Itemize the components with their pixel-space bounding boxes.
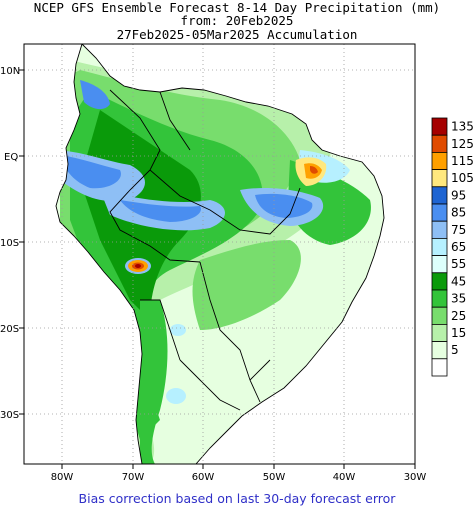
map-frame	[23, 43, 416, 465]
legend-label: 125	[451, 137, 474, 151]
legend-label: 25	[451, 309, 466, 323]
legend-swatch	[431, 289, 448, 308]
legend-swatch	[431, 203, 448, 222]
lat-label: 10S	[0, 238, 19, 249]
legend-swatch	[431, 255, 448, 274]
lat-label: 30S	[0, 410, 19, 421]
coastlines	[55, 44, 385, 464]
legend-label: 55	[451, 257, 466, 271]
lon-label: 60W	[192, 472, 215, 483]
lat-label: 20S	[0, 324, 19, 335]
lon-label: 40W	[333, 472, 356, 483]
legend-label: 75	[451, 223, 466, 237]
precip-legend: 135 125 115 105 95 85 75 65 55 45 35 25 15 5	[431, 117, 474, 377]
legend-swatch	[431, 237, 448, 256]
precipitation-map: 10N EQ 10S 20S 30S 80W 70W 60W 50W 40W 3…	[0, 43, 474, 483]
legend-label: 45	[451, 274, 466, 288]
legend-label: 65	[451, 240, 466, 254]
legend-swatch	[431, 186, 448, 205]
title-line-1: NCEP GFS Ensemble Forecast 8-14 Day Prec…	[33, 0, 441, 15]
lon-label: 30W	[404, 472, 427, 483]
legend-swatch	[431, 169, 448, 188]
lat-label: EQ	[4, 152, 18, 163]
bias-correction-note: Bias correction based on last 30-day for…	[78, 491, 396, 506]
legend-label: 115	[451, 154, 474, 168]
legend-swatch	[431, 134, 448, 153]
lon-label: 50W	[263, 472, 286, 483]
lon-label: 80W	[51, 472, 74, 483]
title-line-3: 27Feb2025-05Mar2025 Accumulation	[116, 27, 358, 42]
legend-swatch	[431, 306, 448, 325]
lat-label: 10N	[0, 66, 20, 77]
title-line-2: from: 20Feb2025	[180, 13, 294, 28]
legend-swatch	[431, 341, 448, 360]
legend-swatch	[431, 358, 448, 377]
legend-swatch	[431, 272, 448, 291]
legend-swatch	[431, 117, 448, 136]
legend-label: 35	[451, 292, 466, 306]
lon-label: 70W	[122, 472, 145, 483]
legend-label: 95	[451, 188, 466, 202]
legend-swatch	[431, 151, 448, 170]
legend-label: 15	[451, 326, 466, 340]
legend-swatch	[431, 323, 448, 342]
legend-swatch	[431, 220, 448, 239]
legend-label: 5	[451, 343, 459, 357]
legend-label: 135	[451, 120, 474, 134]
legend-label: 105	[451, 171, 474, 185]
legend-label: 85	[451, 206, 466, 220]
